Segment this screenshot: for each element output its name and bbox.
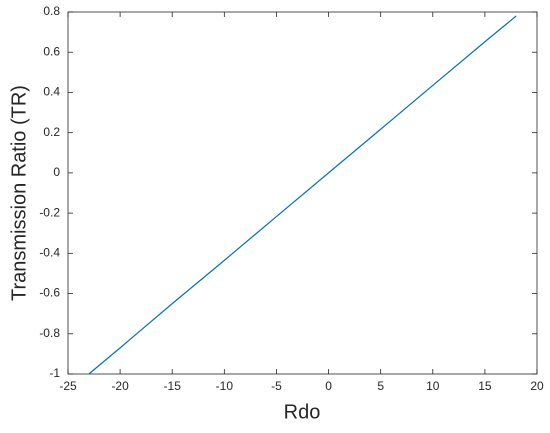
y-tick-label: 0 <box>53 165 60 179</box>
y-tick-label: -0.6 <box>39 286 60 300</box>
x-tick-label: 0 <box>325 379 332 393</box>
y-tick-label: 0.8 <box>43 4 60 18</box>
x-tick-label: -5 <box>271 379 282 393</box>
x-tick-label: 5 <box>377 379 384 393</box>
y-tick-label: -1 <box>49 366 60 380</box>
x-tick-label: -20 <box>111 379 129 393</box>
data-line <box>88 15 517 375</box>
x-tick-label: -15 <box>164 379 182 393</box>
x-axis-label: Rdo <box>284 401 321 423</box>
x-tick-label: -25 <box>59 379 77 393</box>
y-tick-label: -0.2 <box>39 205 60 219</box>
x-tick-label: 20 <box>530 379 544 393</box>
y-tick-label: -0.4 <box>39 246 60 260</box>
y-tick-label: 0.2 <box>43 125 60 139</box>
x-tick-label: -10 <box>216 379 234 393</box>
plot-area <box>67 11 538 375</box>
y-tick-label: -0.8 <box>39 326 60 340</box>
x-tick-label: 10 <box>426 379 440 393</box>
y-axis-label: Transmission Ratio (TR) <box>8 85 30 301</box>
y-tick-label: 0.6 <box>43 44 60 58</box>
y-tick-label: 0.4 <box>43 85 60 99</box>
x-tick-label: 15 <box>478 379 492 393</box>
